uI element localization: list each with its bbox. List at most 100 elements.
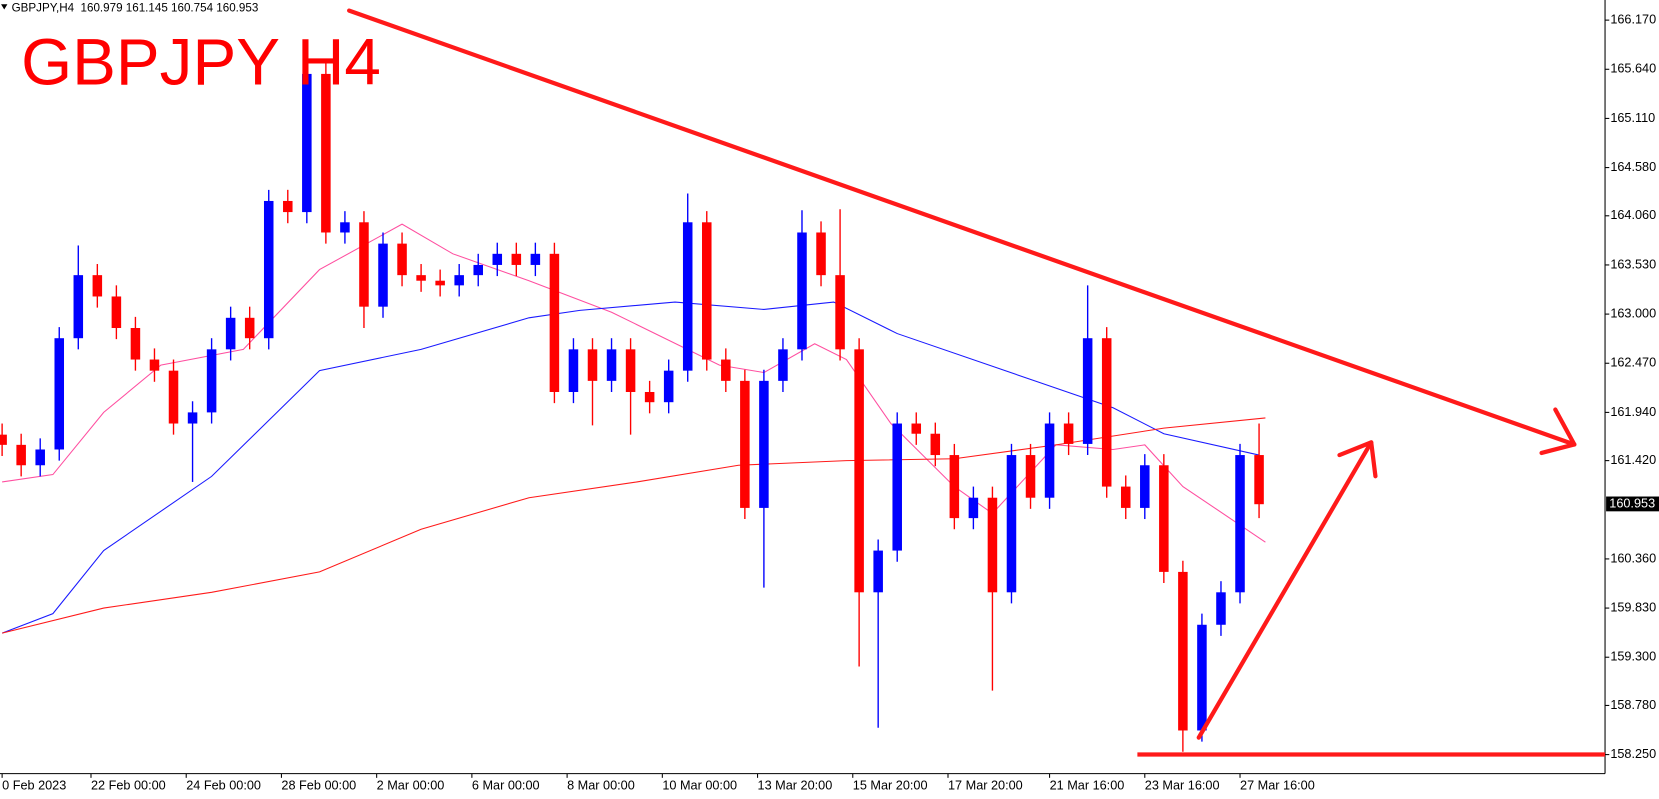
candle-body — [949, 455, 960, 519]
candle-body — [473, 264, 483, 276]
y-tick-label: 166.170 — [1610, 12, 1656, 26]
trend-line — [347, 8, 1577, 447]
candle-body — [92, 275, 103, 297]
candle-body — [1063, 423, 1074, 444]
candle-body — [16, 444, 26, 466]
candle-body — [1178, 571, 1188, 731]
candle-body — [1159, 465, 1169, 572]
y-tick-label: 160.360 — [1610, 551, 1656, 565]
candle-body — [283, 200, 293, 213]
current-price-label: 160.953 — [1609, 496, 1655, 510]
candle-body — [835, 275, 845, 350]
y-tick-label: 159.300 — [1610, 650, 1656, 664]
x-tick-label: 24 Feb 00:00 — [186, 779, 261, 793]
y-tick-label: 165.640 — [1610, 62, 1656, 76]
y-tick-label: 165.110 — [1610, 111, 1655, 125]
candle-body — [244, 317, 255, 339]
candle-body — [778, 349, 788, 381]
candle-body — [492, 253, 503, 265]
x-tick-label: 13 Mar 20:00 — [758, 779, 833, 793]
plot-area — [0, 42, 1266, 752]
moving-average — [1, 301, 1260, 634]
y-tick-label: 164.060 — [1610, 208, 1656, 222]
x-tick-label: 0 Feb 2023 — [2, 779, 66, 793]
y-tick-label: 163.000 — [1610, 306, 1656, 320]
candle-body — [359, 222, 369, 307]
x-tick-label: 28 Feb 00:00 — [281, 779, 356, 793]
candle-body — [816, 232, 826, 276]
y-tick-label: 161.940 — [1610, 405, 1656, 419]
x-tick-label: 2 Mar 00:00 — [377, 779, 445, 793]
y-tick-label: 163.530 — [1610, 257, 1656, 271]
candle-body — [1140, 465, 1150, 508]
y-tick-label: 158.250 — [1610, 747, 1656, 761]
y-tick-label: 161.420 — [1610, 453, 1656, 467]
candle-body — [1082, 338, 1093, 444]
x-tick-label: 27 Mar 16:00 — [1240, 779, 1315, 793]
candle-body — [321, 73, 331, 233]
candle-body — [987, 497, 998, 593]
x-tick-label: 8 Mar 00:00 — [567, 779, 635, 793]
chart-title: GBPJPY H4 — [21, 26, 381, 99]
candle-body — [663, 370, 674, 403]
candle-body — [1197, 624, 1207, 731]
candle-body — [1006, 455, 1017, 593]
candle-body — [225, 317, 236, 350]
candle-body — [416, 275, 426, 281]
moving-average — [1, 417, 1266, 634]
y-tick-label: 164.580 — [1610, 160, 1656, 174]
candle-body — [530, 253, 541, 265]
candle-body — [1254, 455, 1264, 505]
candle-body — [397, 243, 407, 276]
current-price-box — [1606, 496, 1659, 512]
candle-body — [682, 222, 693, 371]
candle-body — [625, 349, 636, 392]
candle-body — [149, 359, 160, 371]
x-tick-label: 15 Mar 20:00 — [853, 779, 928, 793]
candle-body — [568, 349, 579, 392]
x-tick-label: 10 Mar 00:00 — [662, 779, 737, 793]
candle-body — [454, 275, 464, 286]
x-tick-label: 23 Mar 16:00 — [1145, 779, 1220, 793]
candle-body — [263, 200, 274, 339]
up-arrow-head — [1337, 440, 1378, 479]
trend-arrow-head — [1539, 407, 1577, 456]
candle-body — [759, 380, 769, 508]
candle-body — [873, 550, 883, 593]
candle-body — [168, 370, 179, 424]
x-tick-label: 17 Mar 20:00 — [948, 779, 1023, 793]
up-arrow — [1196, 440, 1374, 740]
candle-body — [892, 423, 902, 551]
candle-body — [721, 359, 731, 381]
candle-body — [911, 423, 922, 434]
candle-body — [1235, 455, 1245, 593]
candle-body — [1120, 486, 1131, 508]
candle-body — [111, 296, 122, 329]
candle-body — [1216, 592, 1226, 625]
x-tick-label: 6 Mar 00:00 — [472, 779, 540, 793]
candle-body — [130, 328, 141, 360]
candle-body — [187, 412, 198, 424]
candle-body — [1044, 423, 1055, 498]
candle-body — [854, 349, 864, 593]
x-tick-label: 21 Mar 16:00 — [1050, 779, 1125, 793]
candle-body — [549, 253, 560, 392]
candle-body — [302, 73, 312, 213]
candle-body — [702, 222, 712, 360]
menu-triangle — [1, 4, 8, 10]
candle-body — [340, 222, 350, 233]
candle-body — [73, 275, 84, 339]
candle-body — [644, 391, 655, 403]
candle-body — [606, 349, 617, 381]
candle-body — [378, 243, 388, 307]
y-tick-label: 158.780 — [1610, 698, 1656, 712]
candle-body — [35, 449, 45, 466]
candle-body — [1101, 338, 1112, 487]
candle-body — [587, 349, 598, 381]
candle-body — [740, 380, 750, 508]
candle-body — [511, 253, 522, 265]
y-tick-label: 159.830 — [1610, 600, 1656, 614]
